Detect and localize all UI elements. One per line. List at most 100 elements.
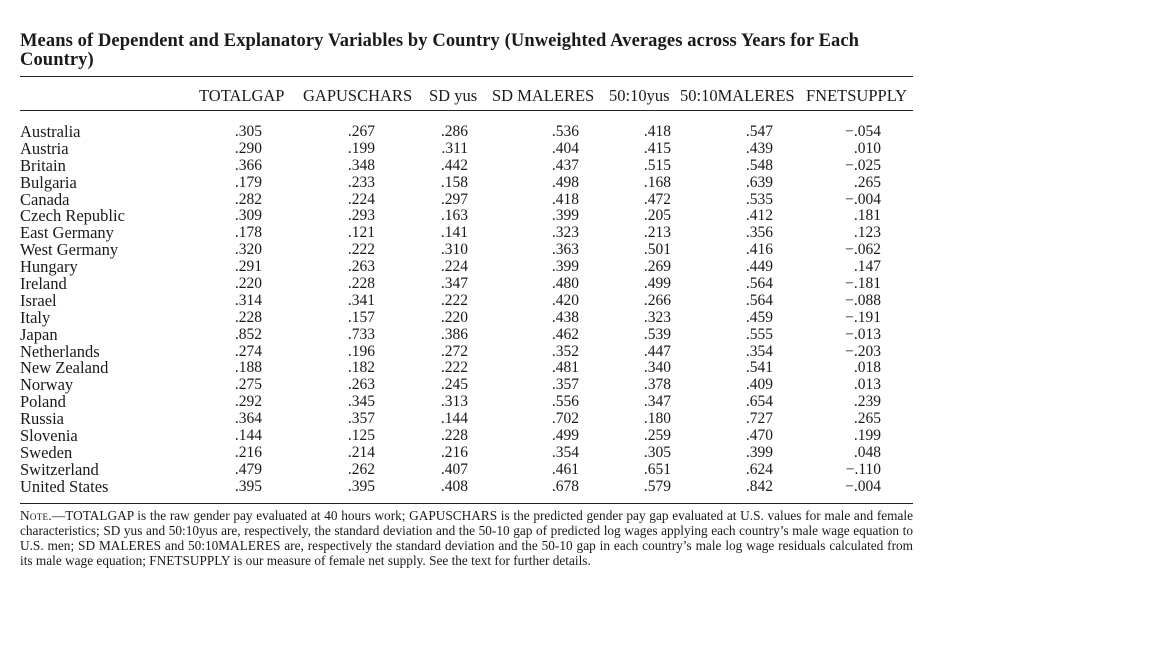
cell-sd-maleres: .354 [551, 443, 579, 461]
cell-50-10maleres: .399 [745, 443, 773, 461]
table-row: Netherlands .274 .196 .272 .352 .447 .354 −.203 [20, 342, 913, 361]
cell-50-10yus: .499 [643, 275, 671, 293]
table-row: New Zealand .188 .182 .222 .481 .340 .541 .018 [20, 360, 913, 377]
cell-50-10yus: .340 [643, 359, 671, 377]
country-name: Bulgaria [20, 172, 77, 192]
cell-totalgap: .274 [234, 342, 262, 360]
cell-totalgap: .291 [234, 258, 262, 276]
cell-totalgap: .228 [234, 308, 262, 326]
cell-totalgap: .305 [234, 123, 262, 140]
cell-totalgap: .144 [234, 427, 262, 445]
cell-sd-yus: .310 [440, 241, 468, 259]
cell-totalgap: .292 [234, 393, 262, 411]
cell-totalgap: .290 [234, 139, 262, 157]
cell-totalgap: .309 [234, 207, 262, 225]
cell-50-10maleres: .470 [745, 427, 773, 445]
cell-50-10maleres: .555 [745, 325, 773, 343]
table-row: Russia .364 .357 .144 .702 .180 .727 .265 [20, 410, 913, 428]
country-name: United States [20, 476, 109, 496]
cell-sd-maleres: .678 [551, 477, 579, 495]
cell-gapuschars: .182 [347, 359, 375, 377]
cell-sd-yus: .144 [440, 410, 468, 428]
table-row: Austria .290 .199 .311 .404 .415 .439 .010 [20, 139, 913, 158]
table-row: Ireland .220 .228 .347 .480 .499 .564 −.181 [20, 275, 913, 293]
cell-sd-maleres: .481 [551, 359, 579, 377]
cell-fnetsupply: .013 [853, 376, 881, 394]
cell-fnetsupply: −.203 [845, 342, 881, 360]
cell-fnetsupply: −.062 [845, 241, 881, 259]
cell-fnetsupply: −.181 [845, 275, 881, 293]
cell-gapuschars: .267 [347, 123, 375, 140]
cell-sd-yus: .442 [440, 156, 468, 174]
table-row: Canada .282 .224 .297 .418 .472 .535 −.004 [20, 189, 913, 209]
cell-gapuschars: .263 [347, 376, 375, 394]
table-row: United States .395 .395 .408 .678 .579 .842 −.0… [20, 476, 913, 496]
cell-gapuschars: .357 [347, 410, 375, 428]
column-header-sd-maleres: SD MALERES [492, 86, 595, 105]
table-row: Israel .314 .341 .222 .420 .266 .564 −.088 [20, 290, 913, 310]
cell-sd-maleres: .480 [551, 275, 579, 293]
cell-50-10yus: .447 [643, 342, 671, 360]
cell-totalgap: .178 [234, 224, 262, 242]
cell-sd-maleres: .499 [551, 427, 579, 445]
cell-gapuschars: .262 [347, 460, 375, 478]
column-header-row: TOTALGAP GAPUSCHARS SD yus SD MALERES 50:10y… [20, 77, 913, 110]
cell-50-10maleres: .564 [745, 275, 773, 293]
cell-fnetsupply: .265 [853, 410, 881, 428]
note-label: Note. [20, 507, 52, 523]
cell-sd-yus: .141 [440, 224, 468, 242]
table-row: Italy .228 .157 .220 .438 .323 .459 −.191 [20, 308, 913, 327]
cell-gapuschars: .214 [347, 443, 375, 461]
country-name: Poland [20, 392, 66, 412]
country-name: Slovenia [20, 426, 78, 446]
cell-50-10yus: .539 [643, 325, 671, 343]
country-name: Canada [20, 189, 70, 209]
country-name: Australia [20, 122, 81, 141]
column-header-totalgap: TOTALGAP [199, 86, 285, 105]
country-name: West Germany [20, 240, 119, 260]
cell-gapuschars: .341 [347, 291, 375, 309]
country-name: Czech Republic [20, 206, 125, 226]
cell-50-10yus: .180 [643, 410, 671, 428]
table-row: Bulgaria .179 .233 .158 .498 .168 .639 .265 [20, 172, 913, 192]
cell-sd-yus: .158 [440, 173, 468, 191]
cell-totalgap: .188 [234, 359, 262, 377]
cell-50-10maleres: .842 [745, 477, 773, 495]
cell-sd-maleres: .437 [551, 156, 579, 174]
cell-50-10yus: .418 [643, 123, 671, 140]
cell-50-10yus: .269 [643, 258, 671, 276]
header-rule [20, 110, 913, 111]
cell-totalgap: .179 [234, 173, 262, 191]
cell-sd-yus: .245 [440, 376, 468, 394]
bottom-rule [20, 502, 913, 504]
cell-gapuschars: .293 [347, 207, 375, 225]
cell-50-10maleres: .541 [745, 359, 773, 377]
cell-sd-maleres: .498 [551, 173, 579, 191]
cell-totalgap: .275 [234, 376, 262, 394]
cell-gapuschars: .733 [347, 325, 375, 343]
country-name: East Germany [20, 223, 114, 243]
country-name: Hungary [20, 257, 78, 277]
cell-gapuschars: .222 [347, 241, 375, 259]
cell-50-10yus: .305 [643, 443, 671, 461]
cell-totalgap: .395 [234, 477, 262, 495]
cell-sd-maleres: .438 [551, 308, 579, 326]
column-header-fnetsupply: FNETSUPPLY [806, 86, 908, 105]
table-row: Hungary .291 .263 .224 .399 .269 .449 .147 [20, 257, 913, 277]
table-row: Norway .275 .263 .245 .357 .378 .409 .013 [20, 375, 913, 395]
cell-sd-yus: .220 [440, 308, 468, 326]
cell-50-10maleres: .412 [745, 207, 773, 225]
cell-gapuschars: .345 [347, 393, 375, 411]
cell-sd-maleres: .418 [551, 190, 579, 208]
cell-sd-maleres: .420 [551, 291, 579, 309]
table-row: West Germany .320 .222 .310 .363 .501 .416 −.06… [20, 240, 913, 260]
cell-sd-yus: .272 [440, 342, 468, 360]
cell-gapuschars: .233 [347, 173, 375, 191]
table-row: Poland .292 .345 .313 .556 .347 .654 .239 [20, 392, 913, 412]
cell-sd-yus: .297 [440, 190, 468, 208]
country-name: Israel [20, 290, 57, 310]
cell-gapuschars: .196 [347, 342, 375, 360]
cell-sd-yus: .313 [440, 393, 468, 411]
country-name: Norway [20, 375, 74, 395]
cell-fnetsupply: .265 [853, 173, 881, 191]
